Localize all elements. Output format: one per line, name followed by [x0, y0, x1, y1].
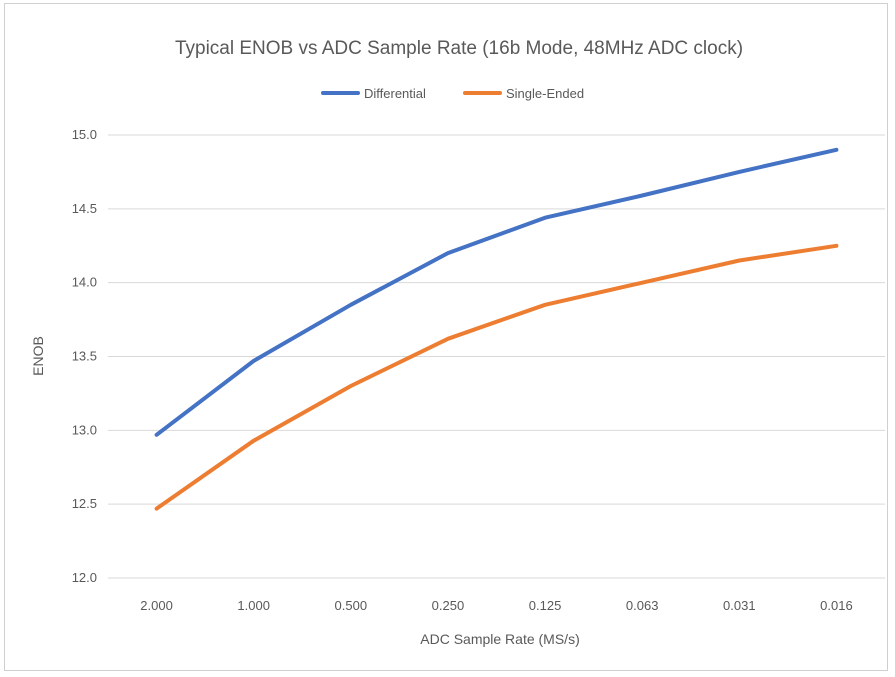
data-point-single-ended-7	[834, 244, 838, 248]
data-point-differential-4	[543, 216, 547, 220]
data-point-differential-1	[252, 359, 256, 363]
x-axis-ticks: 2.000 1.000 0.500 0.250 0.125 0.063 0.031 0.016	[140, 598, 852, 613]
y-axis-label: ENOB	[30, 336, 46, 376]
data-point-differential-6	[737, 170, 741, 174]
data-point-differential-7	[834, 148, 838, 152]
series-layer	[154, 147, 839, 511]
data-point-single-ended-2	[349, 384, 353, 388]
chart-frame: Typical ENOB vs ADC Sample Rate (16b Mod…	[4, 3, 888, 671]
data-point-single-ended-4	[543, 303, 547, 307]
series-line-single-ended	[154, 243, 839, 511]
data-point-single-ended-5	[640, 281, 644, 285]
gridlines	[108, 134, 885, 579]
x-axis-label: ADC Sample Rate (MS/s)	[420, 631, 579, 647]
y-tick-label: 13.5	[72, 349, 97, 364]
y-tick-label: 14.0	[72, 275, 97, 290]
y-tick-label: 12.0	[72, 570, 97, 585]
x-tick-label: 0.063	[626, 598, 659, 613]
data-point-differential-3	[446, 251, 450, 255]
data-point-differential-0	[155, 433, 159, 437]
x-tick-label: 0.500	[335, 598, 368, 613]
y-tick-label: 12.5	[72, 496, 97, 511]
x-tick-label: 1.000	[237, 598, 270, 613]
data-point-single-ended-0	[155, 507, 159, 511]
x-tick-label: 2.000	[140, 598, 173, 613]
data-point-differential-2	[349, 303, 353, 307]
legend-label-single-ended: Single-Ended	[506, 86, 584, 101]
legend-label-differential: Differential	[364, 86, 426, 101]
line-chart: Typical ENOB vs ADC Sample Rate (16b Mod…	[30, 38, 885, 647]
data-point-differential-5	[640, 194, 644, 198]
y-tick-label: 15.0	[72, 127, 97, 142]
chart-title: Typical ENOB vs ADC Sample Rate (16b Mod…	[175, 38, 743, 59]
data-point-single-ended-3	[446, 337, 450, 341]
x-tick-label: 0.250	[432, 598, 465, 613]
y-axis-ticks: 12.0 12.5 13.0 13.5 14.0 14.5 15.0	[72, 127, 97, 585]
legend: Differential Single-Ended	[321, 86, 584, 101]
data-point-single-ended-6	[737, 259, 741, 263]
y-tick-label: 14.5	[72, 201, 97, 216]
data-point-single-ended-1	[252, 439, 256, 443]
x-tick-label: 0.031	[723, 598, 756, 613]
series-line-differential	[154, 147, 839, 437]
x-tick-label: 0.016	[820, 598, 853, 613]
x-tick-label: 0.125	[529, 598, 562, 613]
y-tick-label: 13.0	[72, 422, 97, 437]
